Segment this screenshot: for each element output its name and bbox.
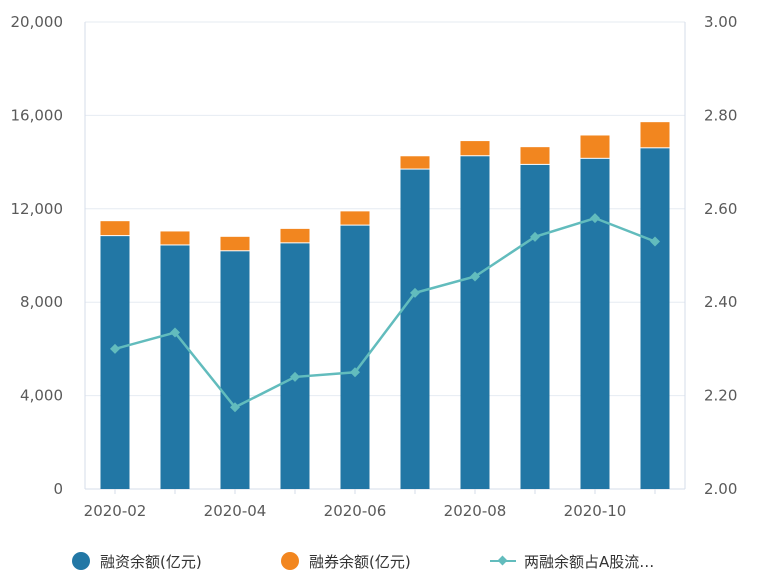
bar-securities-lending	[220, 236, 250, 251]
bar-securities-lending	[280, 228, 310, 243]
y-right-tick-label: 2.40	[704, 293, 737, 311]
legend-label-financing: 融资余额(亿元)	[100, 552, 202, 571]
chart-plot: 0 4,000 8,000 12,000 16,000 20,000 2.00 2.20 2.4…	[11, 13, 738, 520]
bar-securities-lending	[520, 147, 550, 164]
bar-financing	[640, 148, 670, 490]
bar-securities-lending	[100, 221, 130, 236]
line-ratio-point	[650, 236, 660, 247]
y-right-tick-label: 2.80	[704, 106, 737, 124]
legend-label-securities-lending: 融券余额(亿元)	[309, 552, 411, 571]
y-right-tick-label: 2.20	[704, 387, 737, 405]
line-ratio-point	[170, 327, 180, 338]
x-tick-label: 2020-06	[324, 502, 387, 520]
line-ratio-point	[230, 402, 240, 413]
x-tick-label: 2020-08	[444, 502, 507, 520]
line-ratio-point	[410, 287, 420, 298]
legend-swatch-ratio	[490, 552, 516, 570]
legend-swatch-securities-lending	[281, 552, 299, 570]
y-left-tick-label: 20,000	[11, 13, 64, 31]
bar-financing	[280, 243, 310, 489]
bar-securities-lending	[460, 141, 490, 156]
bar-financing	[580, 158, 610, 489]
line-ratio-point	[110, 343, 120, 354]
bar-financing	[460, 156, 490, 489]
line-ratio-point	[530, 231, 540, 242]
bar-financing	[160, 245, 190, 489]
x-tick-label: 2020-02	[84, 502, 147, 520]
bar-securities-lending	[400, 156, 430, 169]
legend-item-securities-lending[interactable]: 融券余额(亿元)	[281, 546, 411, 576]
line-ratio-point	[470, 271, 480, 282]
y-right-tick-label: 2.60	[704, 200, 737, 218]
y-left-tick-label: 16,000	[11, 106, 64, 124]
bar-securities-lending	[340, 211, 370, 225]
line-ratio-point	[350, 367, 360, 378]
legend-item-ratio[interactable]: 两融余额占A股流…	[490, 546, 654, 576]
y-right-tick-label: 2.00	[704, 480, 737, 498]
x-tick-label: 2020-04	[204, 502, 267, 520]
legend-item-financing[interactable]: 融资余额(亿元)	[72, 546, 202, 576]
bar-financing	[340, 225, 370, 489]
y-left-tick-label: 0	[53, 480, 63, 498]
legend: 融资余额(亿元) 融券余额(亿元) 两融余额占A股流…	[0, 546, 769, 576]
bar-securities-lending	[160, 231, 190, 245]
x-tick-label: 2020-10	[564, 502, 627, 520]
bar-financing	[100, 236, 130, 489]
y-right-tick-label: 3.00	[704, 13, 737, 31]
y-left-tick-label: 8,000	[20, 293, 63, 311]
y-left-tick-label: 12,000	[11, 200, 64, 218]
bar-securities-lending	[640, 122, 670, 148]
bar-financing	[520, 164, 550, 490]
line-ratio-point	[290, 371, 300, 382]
y-left-tick-label: 4,000	[20, 387, 63, 405]
bar-financing	[400, 169, 430, 489]
line-ratio	[114, 216, 656, 409]
line-ratio-point	[590, 213, 600, 224]
bar-securities-lending	[580, 135, 610, 158]
legend-swatch-financing	[72, 552, 90, 570]
legend-label-ratio: 两融余额占A股流…	[524, 552, 655, 571]
bar-financing	[220, 251, 250, 489]
